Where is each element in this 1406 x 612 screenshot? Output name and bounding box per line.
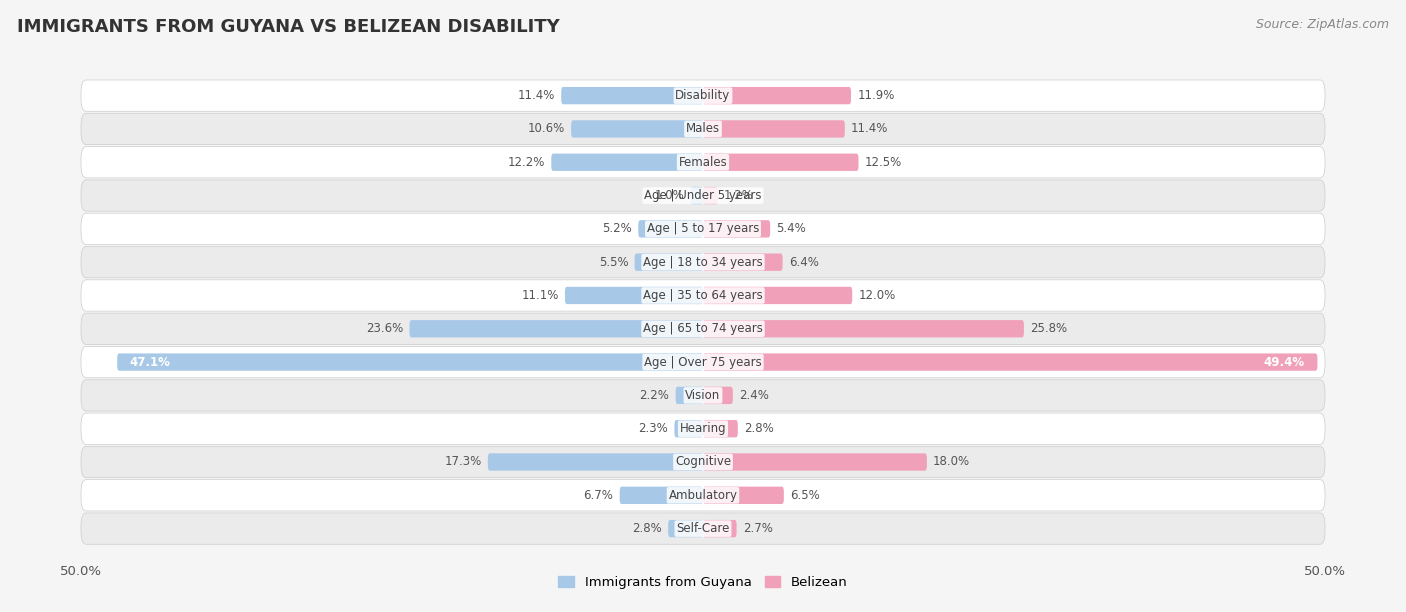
FancyBboxPatch shape — [82, 480, 1324, 511]
Text: 2.7%: 2.7% — [742, 522, 773, 535]
FancyBboxPatch shape — [82, 446, 1324, 477]
FancyBboxPatch shape — [82, 80, 1324, 111]
FancyBboxPatch shape — [703, 320, 1024, 337]
Text: 11.4%: 11.4% — [517, 89, 555, 102]
FancyBboxPatch shape — [82, 213, 1324, 245]
Text: Source: ZipAtlas.com: Source: ZipAtlas.com — [1256, 18, 1389, 31]
Text: 25.8%: 25.8% — [1031, 323, 1067, 335]
FancyBboxPatch shape — [82, 413, 1324, 444]
Text: 10.6%: 10.6% — [527, 122, 565, 135]
Text: 2.8%: 2.8% — [744, 422, 773, 435]
FancyBboxPatch shape — [703, 420, 738, 438]
Text: 12.0%: 12.0% — [859, 289, 896, 302]
FancyBboxPatch shape — [488, 453, 703, 471]
Text: 12.2%: 12.2% — [508, 155, 546, 169]
FancyBboxPatch shape — [668, 520, 703, 537]
Text: 2.2%: 2.2% — [640, 389, 669, 402]
Text: 2.3%: 2.3% — [638, 422, 668, 435]
Text: Age | 65 to 74 years: Age | 65 to 74 years — [643, 323, 763, 335]
FancyBboxPatch shape — [703, 253, 783, 271]
FancyBboxPatch shape — [117, 353, 703, 371]
Text: Age | 5 to 17 years: Age | 5 to 17 years — [647, 222, 759, 236]
FancyBboxPatch shape — [82, 147, 1324, 178]
Legend: Immigrants from Guyana, Belizean: Immigrants from Guyana, Belizean — [553, 571, 853, 594]
FancyBboxPatch shape — [565, 287, 703, 304]
FancyBboxPatch shape — [676, 387, 703, 404]
FancyBboxPatch shape — [82, 346, 1324, 378]
FancyBboxPatch shape — [82, 379, 1324, 411]
Text: 6.7%: 6.7% — [583, 489, 613, 502]
Text: Females: Females — [679, 155, 727, 169]
Text: 1.0%: 1.0% — [655, 189, 685, 202]
Text: Self-Care: Self-Care — [676, 522, 730, 535]
Text: 6.4%: 6.4% — [789, 256, 818, 269]
Text: 5.4%: 5.4% — [776, 222, 806, 236]
FancyBboxPatch shape — [551, 154, 703, 171]
FancyBboxPatch shape — [703, 387, 733, 404]
Text: Males: Males — [686, 122, 720, 135]
Text: 11.9%: 11.9% — [858, 89, 894, 102]
Text: Ambulatory: Ambulatory — [668, 489, 738, 502]
Text: 49.4%: 49.4% — [1264, 356, 1305, 368]
Text: 6.5%: 6.5% — [790, 489, 820, 502]
FancyBboxPatch shape — [703, 154, 859, 171]
FancyBboxPatch shape — [703, 487, 785, 504]
Text: 47.1%: 47.1% — [129, 356, 170, 368]
FancyBboxPatch shape — [561, 87, 703, 104]
FancyBboxPatch shape — [82, 280, 1324, 311]
Text: 5.5%: 5.5% — [599, 256, 628, 269]
FancyBboxPatch shape — [703, 353, 1317, 371]
FancyBboxPatch shape — [409, 320, 703, 337]
FancyBboxPatch shape — [690, 187, 703, 204]
FancyBboxPatch shape — [703, 87, 851, 104]
FancyBboxPatch shape — [703, 520, 737, 537]
FancyBboxPatch shape — [82, 113, 1324, 144]
Text: 2.8%: 2.8% — [633, 522, 662, 535]
FancyBboxPatch shape — [571, 121, 703, 138]
Text: Age | 18 to 34 years: Age | 18 to 34 years — [643, 256, 763, 269]
Text: 11.4%: 11.4% — [851, 122, 889, 135]
Text: 12.5%: 12.5% — [865, 155, 901, 169]
Text: 5.2%: 5.2% — [602, 222, 633, 236]
Text: 18.0%: 18.0% — [934, 455, 970, 469]
Text: 17.3%: 17.3% — [444, 455, 482, 469]
FancyBboxPatch shape — [82, 247, 1324, 278]
Text: Disability: Disability — [675, 89, 731, 102]
Text: Age | 35 to 64 years: Age | 35 to 64 years — [643, 289, 763, 302]
FancyBboxPatch shape — [703, 453, 927, 471]
Text: IMMIGRANTS FROM GUYANA VS BELIZEAN DISABILITY: IMMIGRANTS FROM GUYANA VS BELIZEAN DISAB… — [17, 18, 560, 36]
Text: Vision: Vision — [685, 389, 721, 402]
FancyBboxPatch shape — [703, 121, 845, 138]
FancyBboxPatch shape — [82, 313, 1324, 345]
FancyBboxPatch shape — [675, 420, 703, 438]
Text: Age | Under 5 years: Age | Under 5 years — [644, 189, 762, 202]
FancyBboxPatch shape — [703, 187, 718, 204]
FancyBboxPatch shape — [703, 287, 852, 304]
FancyBboxPatch shape — [82, 180, 1324, 211]
Text: 11.1%: 11.1% — [522, 289, 558, 302]
Text: 2.4%: 2.4% — [740, 389, 769, 402]
Text: Cognitive: Cognitive — [675, 455, 731, 469]
Text: Hearing: Hearing — [679, 422, 727, 435]
FancyBboxPatch shape — [634, 253, 703, 271]
FancyBboxPatch shape — [82, 513, 1324, 544]
Text: 23.6%: 23.6% — [366, 323, 404, 335]
FancyBboxPatch shape — [638, 220, 703, 237]
Text: Age | Over 75 years: Age | Over 75 years — [644, 356, 762, 368]
FancyBboxPatch shape — [703, 220, 770, 237]
Text: 1.2%: 1.2% — [724, 189, 754, 202]
FancyBboxPatch shape — [620, 487, 703, 504]
